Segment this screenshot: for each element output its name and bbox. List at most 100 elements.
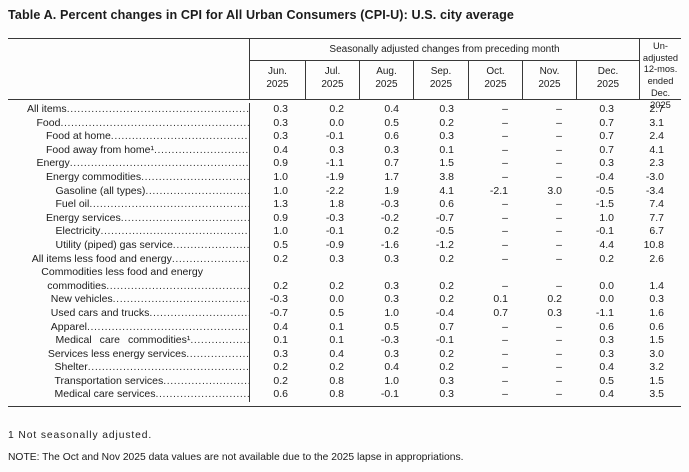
value-cell: 0.7 [384, 157, 399, 170]
value-cell: 0.5 [329, 306, 344, 319]
value-cell: 3.0 [547, 184, 562, 197]
value-cell: – [556, 238, 562, 251]
value-cell: 2.6 [649, 252, 664, 265]
value-cell: 0.5 [273, 238, 288, 251]
row-label: Used cars and trucks [8, 306, 250, 321]
leader-dots [88, 361, 249, 375]
value-cell: 0.9 [273, 211, 288, 224]
value-cell: – [502, 211, 508, 224]
value-cell: 1.5 [649, 374, 664, 387]
value-cell: – [556, 225, 562, 238]
leader-dots [172, 253, 249, 267]
value-cell: – [556, 252, 562, 265]
value-cell: -0.5 [595, 184, 614, 197]
value-cell: – [502, 130, 508, 143]
value-cell: – [502, 116, 508, 129]
value-cell: 3.0 [649, 347, 664, 360]
table-row: All items less food and energy 0.2 0.3 0.3 0… [8, 252, 681, 267]
value-cell: 0.3 [547, 306, 562, 319]
value-cell: -1.2 [435, 238, 454, 251]
leader-dots [173, 239, 249, 253]
value-cell: – [556, 347, 562, 360]
table-body: All items0.30.20.40.3––0.32.7Food0.30.00… [8, 100, 681, 408]
value-cell: 0.0 [329, 116, 344, 129]
leader-dots [70, 157, 249, 171]
leader-dots [141, 171, 249, 185]
value-cell: 0.2 [384, 225, 399, 238]
value-cell: 0.2 [273, 374, 288, 387]
row-label: Food [8, 116, 250, 131]
value-cell: 0.7 [599, 116, 614, 129]
value-cell: 1.6 [649, 306, 664, 319]
leader-dots [67, 103, 249, 117]
value-cell: 0.3 [273, 347, 288, 360]
value-cell: 0.2 [439, 347, 454, 360]
value-cell: 0.0 [599, 293, 614, 306]
value-cell: 4.1 [439, 184, 454, 197]
value-cell: -0.3 [380, 334, 399, 347]
value-cell: – [556, 211, 562, 224]
row-label: All items [8, 103, 250, 117]
value-cell: – [556, 157, 562, 170]
value-cell: -0.4 [595, 170, 614, 183]
value-cell: 0.8 [329, 388, 344, 401]
value-cell: -0.7 [269, 306, 288, 319]
value-cell: 0.6 [599, 320, 614, 333]
value-cell: – [502, 157, 508, 170]
value-cell: 0.3 [384, 293, 399, 306]
table-row: Energy commodities 1.0 -1.9 1.7 3.8 – – -0.4 -3.… [8, 170, 681, 185]
value-cell: 1.0 [273, 184, 288, 197]
value-cell: 0.4 [384, 103, 399, 115]
row-label: Gasoline (all types) [8, 184, 250, 199]
table-row: Food away from home¹ 0.4 0.3 0.3 0.1 – – 0.7 4.1 [8, 143, 681, 158]
value-cell: -2.1 [489, 184, 508, 197]
value-cell: -2.2 [325, 184, 344, 197]
footnote-1: 1 Not seasonally adjusted. [8, 430, 153, 441]
value-cell: – [502, 225, 508, 238]
table-row: Energy 0.9 -1.1 0.7 1.5 – – 0.3 2.3 [8, 157, 681, 171]
value-cell: – [556, 279, 562, 292]
month-column-header-sep: Sep. 2025 [413, 61, 468, 99]
table-row: Medical care services 0.6 0.8 -0.1 0.3 – – 0.4 3… [8, 388, 681, 403]
row-label: Utility (piped) gas service [8, 238, 250, 253]
value-cell: -1.1 [595, 306, 614, 319]
value-cell: – [502, 374, 508, 387]
value-cell: 0.3 [439, 374, 454, 387]
row-label: Energy [8, 157, 250, 171]
value-cell: 0.3 [384, 279, 399, 292]
value-cell: 0.3 [273, 103, 288, 115]
value-cell: 7.7 [649, 211, 664, 224]
leader-dots [89, 198, 249, 212]
value-cell: 0.2 [439, 116, 454, 129]
table-header: Seasonally adjusted changes from precedi… [8, 38, 681, 110]
row-label: Shelter [8, 361, 250, 375]
leader-dots [163, 375, 249, 389]
month-column-header-oct: Oct. 2025 [468, 61, 522, 99]
value-cell: 0.6 [649, 320, 664, 333]
value-cell: -0.5 [435, 225, 454, 238]
value-cell: -3.4 [645, 184, 664, 197]
value-cell: -0.1 [435, 334, 454, 347]
value-cell: 0.2 [599, 252, 614, 265]
value-cell: 2.3 [649, 157, 664, 170]
value-cell: 1.0 [273, 170, 288, 183]
month-header-row: Jun. 2025 Jul. 2025 Aug. 2025 Sep. 2025 [250, 61, 639, 99]
value-cell: 0.4 [384, 361, 399, 374]
value-cell: – [556, 198, 562, 211]
value-cell: – [556, 361, 562, 374]
value-cell: 0.3 [273, 116, 288, 129]
table-row: Transportation services 0.2 0.8 1.0 0.3 – – 0.5… [8, 374, 681, 389]
page-title: Table A. Percent changes in CPI for All … [8, 8, 515, 22]
row-label: Medical care services [8, 388, 250, 403]
value-cell: 0.2 [439, 293, 454, 306]
value-cell: 0.5 [599, 374, 614, 387]
value-cell: -0.2 [380, 211, 399, 224]
value-cell: 1.9 [384, 184, 399, 197]
table-row: Food 0.3 0.0 0.5 0.2 – – 0.7 3.1 [8, 116, 681, 131]
value-cell: 0.2 [329, 103, 344, 115]
value-cell: 1.0 [273, 225, 288, 238]
value-cell: 0.3 [384, 347, 399, 360]
value-cell: 3.8 [439, 170, 454, 183]
value-cell: 0.2 [273, 252, 288, 265]
value-cell: 0.4 [273, 320, 288, 333]
